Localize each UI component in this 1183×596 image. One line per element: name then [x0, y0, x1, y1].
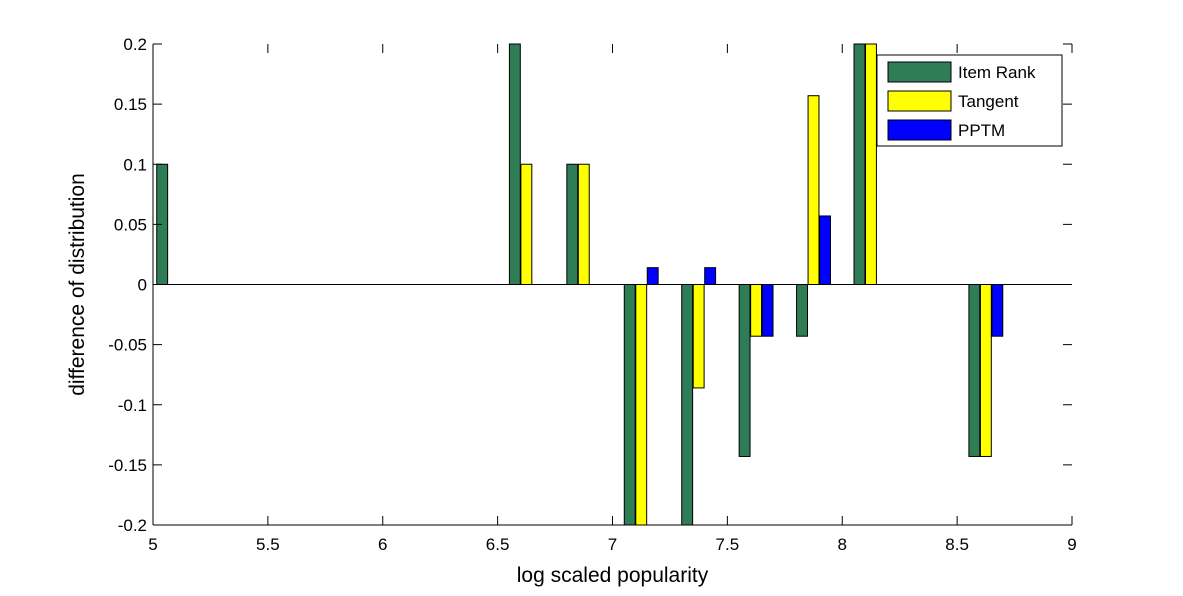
bar-pptm: [761, 284, 774, 337]
bar-pptm: [991, 284, 1004, 337]
bar-pptm: [819, 215, 831, 286]
x-tick-label: 8.5: [945, 535, 969, 554]
x-axis-label: log scaled popularity: [517, 564, 709, 587]
bar-tangent: [577, 163, 590, 285]
legend-label: Item Rank: [958, 63, 1036, 82]
x-tick-label: 7: [608, 535, 617, 554]
y-tick-label: -0.1: [118, 396, 147, 415]
legend-swatch-tangent: [887, 90, 952, 112]
bar-item-rank: [796, 284, 809, 337]
bar-tangent: [807, 95, 820, 285]
y-tick-label: 0.1: [123, 155, 147, 174]
y-tick-label: 0.05: [114, 215, 147, 234]
x-tick-label: 6.5: [486, 535, 510, 554]
x-tick-label: 5: [148, 535, 157, 554]
bar-pptm: [646, 267, 659, 286]
y-tick-label: 0.2: [123, 35, 147, 54]
ticks-layer: 5 5.5 6 6.5 7 7.5 8 8.5 9 0.2 0.15 0.1 0.05 0 -0.05 -0.…: [108, 35, 1076, 554]
bar-item-rank: [623, 284, 636, 526]
legend: Item Rank Tangent PPTM: [876, 54, 1063, 147]
bar-tangent: [520, 163, 533, 285]
bar-item-rank: [508, 43, 521, 285]
y-tick-label: -0.15: [108, 456, 147, 475]
y-tick-label: 0.15: [114, 95, 147, 114]
x-tick-label: 9: [1067, 535, 1076, 554]
bar-tangent: [979, 284, 992, 457]
x-tick-label: 8: [838, 535, 847, 554]
bar-tangent: [865, 43, 877, 285]
legend-swatch-item-rank: [887, 61, 952, 83]
bar-item-rank: [738, 284, 751, 457]
legend-label: Tangent: [958, 92, 1019, 111]
bar-tangent: [750, 284, 763, 337]
x-tick-label: 5.5: [256, 535, 280, 554]
y-tick-label: 0: [138, 276, 147, 295]
bar-item-rank: [566, 163, 579, 285]
bar-item-rank: [853, 43, 866, 285]
x-tick-label: 7.5: [716, 535, 740, 554]
y-tick-label: -0.05: [108, 336, 147, 355]
bar-pptm: [704, 267, 717, 286]
y-axis-label: difference of distribution: [66, 173, 89, 396]
y-tick-label: -0.2: [118, 516, 147, 535]
legend-label: PPTM: [958, 121, 1005, 140]
x-tick-label: 6: [378, 535, 387, 554]
legend-swatch-pptm: [887, 119, 952, 141]
bar-tangent: [635, 284, 648, 526]
bar-item-rank: [681, 284, 694, 526]
bar-item-rank: [968, 284, 981, 457]
bar-tangent: [692, 284, 705, 389]
